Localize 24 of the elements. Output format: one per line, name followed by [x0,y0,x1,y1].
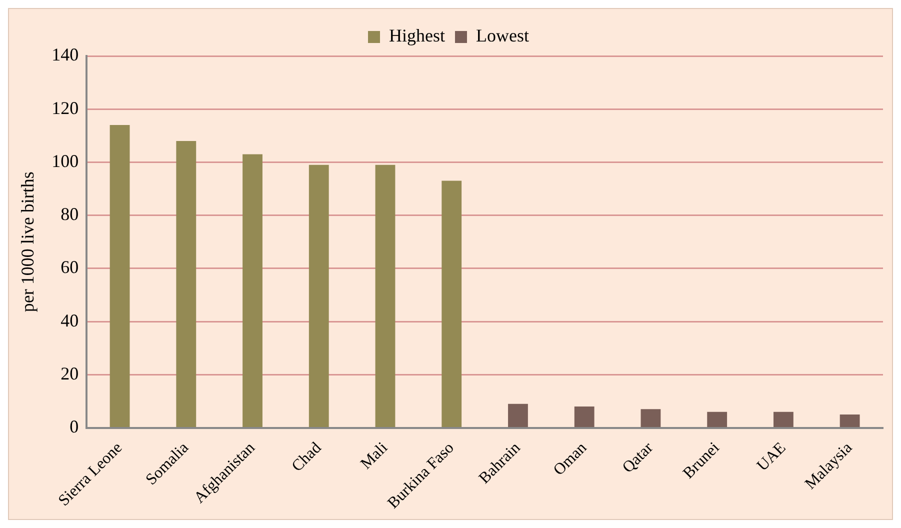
y-tick-label: 120 [52,98,79,118]
bar [574,406,594,428]
y-tick-label: 80 [60,204,79,224]
bar [242,154,262,428]
bar [707,412,728,428]
y-tick-label: 60 [60,257,79,278]
legend-label: Highest [389,26,446,46]
bar [308,164,329,428]
bar [176,140,196,428]
legend-label: Lowest [476,26,530,46]
y-tick-label: 100 [52,150,79,171]
y-axis-title: per 1000 live births [18,172,38,312]
bar [375,164,396,428]
bar [110,125,130,428]
y-tick-label: 40 [60,310,79,330]
bar [640,409,661,428]
y-tick-label: 20 [60,363,79,384]
bar [840,414,860,428]
y-tick-label: 0 [70,416,79,437]
x-tick-label: UAE [754,439,790,475]
bar [442,180,462,428]
bar [773,412,794,428]
bar [508,404,528,428]
y-tick-label: 140 [52,44,79,65]
